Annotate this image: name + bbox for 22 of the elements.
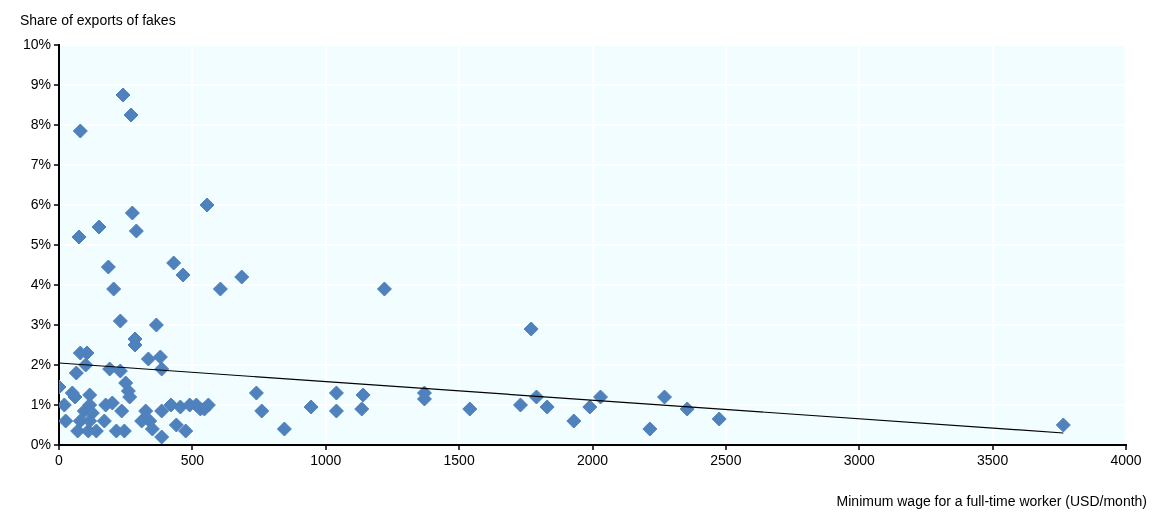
x-tick-label: 1000 xyxy=(310,452,342,469)
y-axis-title: Share of exports of fakes xyxy=(20,12,176,28)
y-tick-label: 7% xyxy=(30,155,51,172)
y-tick-label: 4% xyxy=(30,275,51,292)
x-tick-label: 1500 xyxy=(443,452,475,469)
x-tick-label: 3000 xyxy=(843,452,876,469)
x-tick-label: 2500 xyxy=(710,452,742,469)
y-tick-label: 5% xyxy=(30,235,51,252)
y-tick-label: 8% xyxy=(30,115,51,132)
x-axis-title: Minimum wage for a full-time worker (USD/month) xyxy=(836,493,1147,509)
x-tick-label: 500 xyxy=(180,452,205,469)
y-tick-label: 1% xyxy=(30,395,51,412)
x-tick-label: 0 xyxy=(55,452,64,469)
x-tick-label: 3500 xyxy=(977,452,1009,469)
y-tick-label: 2% xyxy=(30,355,51,372)
y-tick-label: 10% xyxy=(22,35,51,52)
y-tick-label: 6% xyxy=(30,195,51,212)
y-tick-label: 3% xyxy=(30,315,51,332)
y-tick-label: 9% xyxy=(30,75,51,92)
x-tick-label: 4000 xyxy=(1110,452,1142,469)
x-tick-label: 2000 xyxy=(576,452,609,469)
y-tick-label: 0% xyxy=(30,435,51,452)
